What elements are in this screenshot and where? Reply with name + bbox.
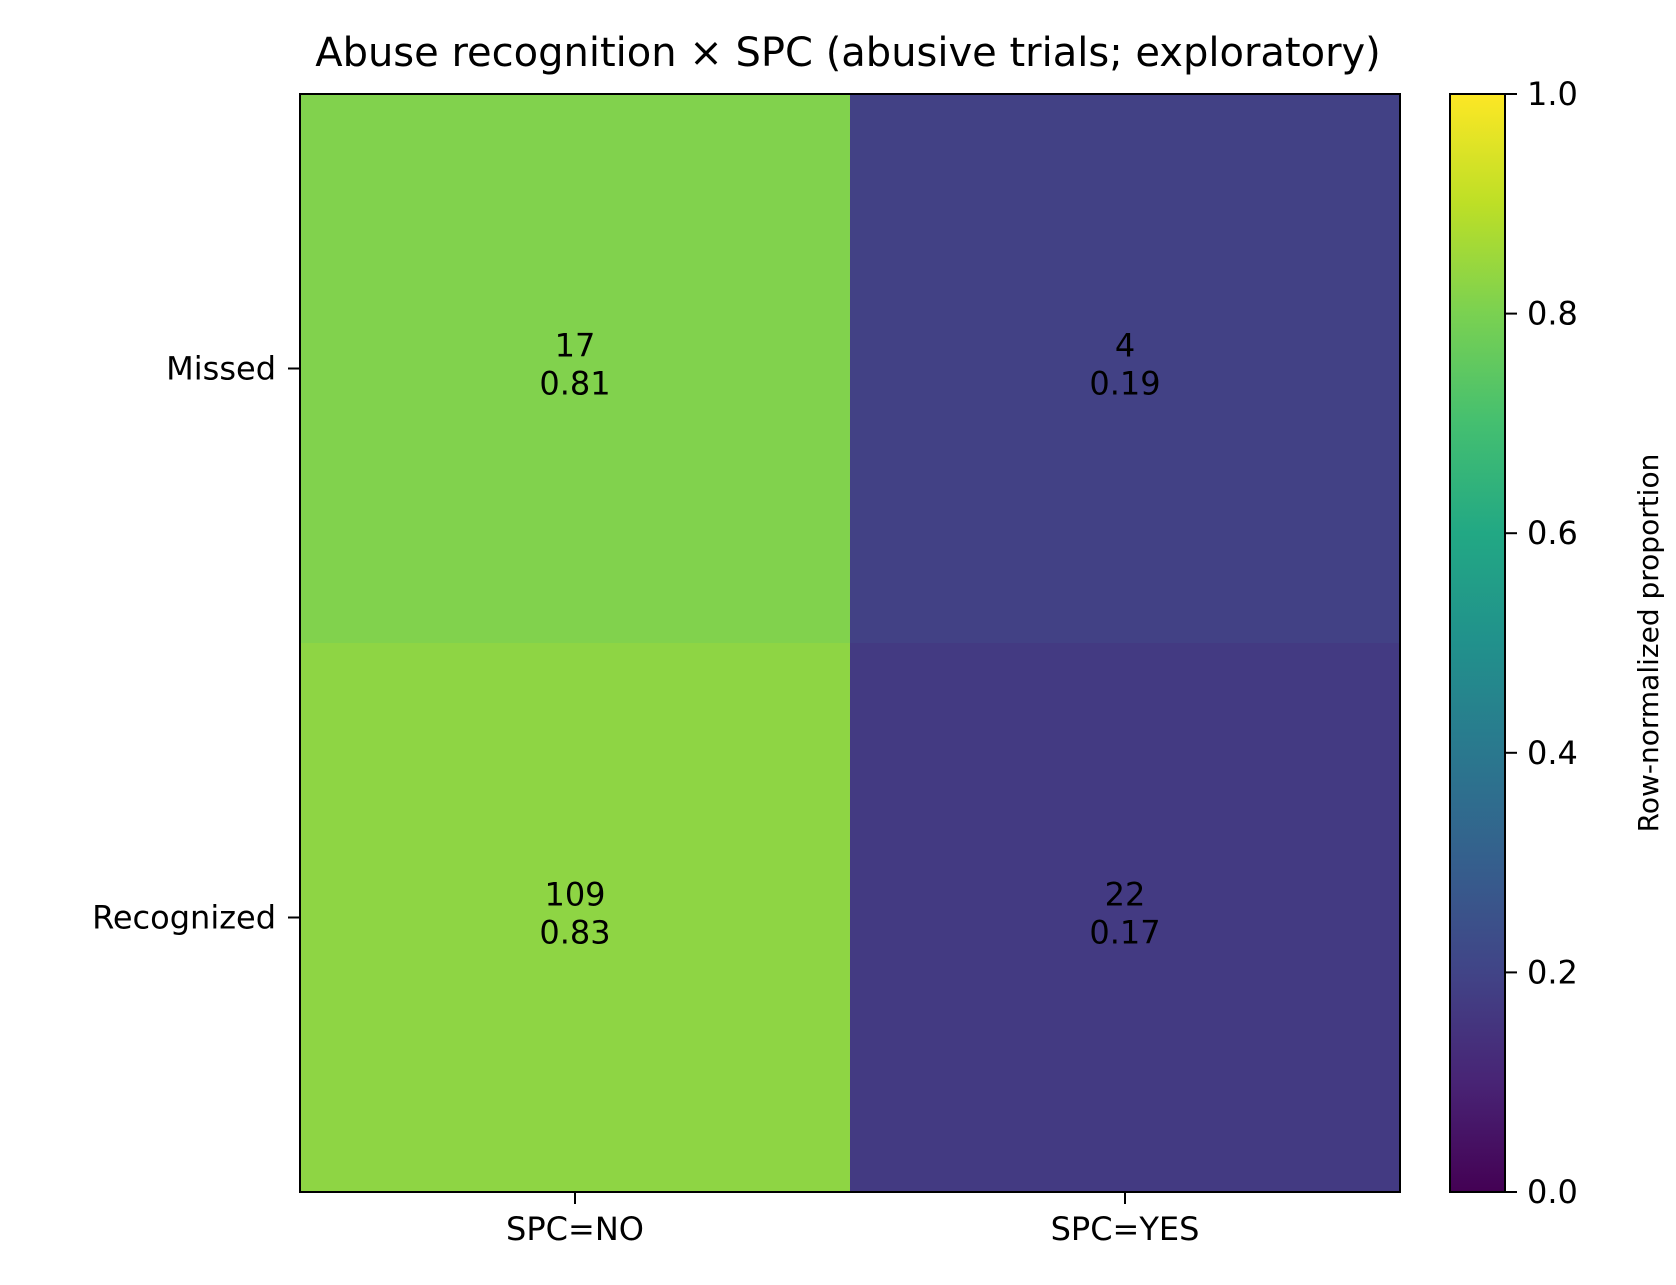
x-tick-label: SPC=NO	[506, 1210, 644, 1248]
colorbar-tick-label: 0.4	[1527, 734, 1578, 772]
y-tick-label: Missed	[166, 350, 276, 388]
cell-count-1-1: 22	[1105, 876, 1146, 914]
plot-frame	[299, 93, 1401, 1193]
colorbar-tick-label: 1.0	[1527, 75, 1578, 113]
y-axis: Missed Recognized	[92, 350, 300, 937]
colorbar-tick-label: 0.2	[1527, 953, 1578, 991]
chart-title: Abuse recognition × SPC (abusive trials;…	[315, 30, 1381, 76]
colorbar	[1449, 93, 1506, 1193]
colorbar-label: Row-normalized proportion	[1632, 454, 1665, 833]
cell-proportion-1-1: 0.17	[1089, 914, 1160, 952]
cell-count-1-0: 109	[544, 876, 605, 914]
x-axis: SPC=NO SPC=YES	[506, 1192, 1199, 1248]
cell-proportion-1-0: 0.83	[539, 914, 610, 952]
colorbar-axis: 0.0 0.2 0.4 0.6 0.8 1.0	[1505, 75, 1578, 1211]
cell-count-0-1: 4	[1115, 327, 1135, 365]
heatmap-cell-1-0	[300, 643, 850, 1192]
cell-proportion-0-1: 0.19	[1089, 365, 1160, 403]
cell-count-0-0: 17	[555, 327, 596, 365]
heatmap-cell-1-1	[850, 643, 1400, 1192]
colorbar-tick-label: 0.8	[1527, 295, 1578, 333]
heatmap-cell-0-0	[300, 94, 850, 643]
colorbar-tick-label: 0.0	[1527, 1173, 1578, 1211]
x-tick-label: SPC=YES	[1051, 1210, 1200, 1248]
colorbar-tick-label: 0.6	[1527, 514, 1578, 552]
heatmap-cell-0-1	[850, 94, 1400, 643]
cell-proportion-0-0: 0.81	[539, 365, 610, 403]
heatmap-cells	[300, 94, 1400, 1192]
y-tick-label: Recognized	[92, 899, 276, 937]
